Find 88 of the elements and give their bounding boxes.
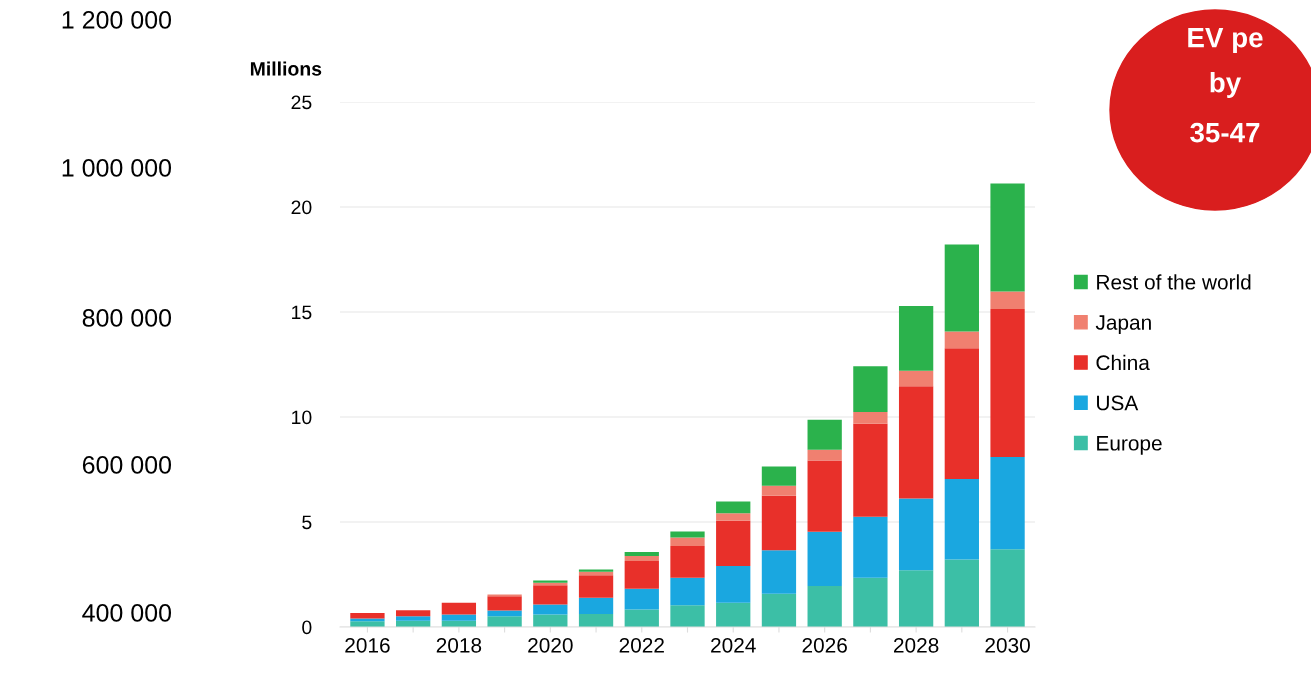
bar: [761, 550, 797, 594]
bar: [807, 586, 842, 627]
bar: [807, 531, 842, 587]
y-tick-label: 15: [292, 305, 312, 320]
bar: [944, 478, 979, 560]
bar: [853, 366, 888, 412]
legend-label: Japan: [1095, 315, 1151, 334]
bar: [853, 423, 888, 517]
bar: [533, 585, 568, 605]
bar: [853, 411, 888, 424]
x-tick-label: 2018: [436, 637, 482, 653]
bar: [670, 545, 705, 578]
bar: [807, 449, 842, 461]
bar: [441, 602, 477, 615]
x-tick-label: 2020: [528, 637, 573, 653]
bar: [761, 495, 797, 551]
text: by: [1210, 72, 1242, 98]
y-tick-label: 25: [291, 95, 312, 110]
bar: [578, 569, 614, 572]
bar: [624, 561, 659, 589]
x-tick-label: 2024: [711, 637, 756, 653]
y-tick-label: 20: [291, 200, 312, 215]
bar: [807, 460, 842, 532]
bar: [990, 549, 1025, 627]
bar: [350, 621, 385, 627]
text: 400 000: [82, 604, 172, 622]
bar: [944, 559, 979, 627]
bar: [944, 348, 979, 479]
legend-label: USA: [1097, 395, 1139, 411]
x-tick-label: 2022: [619, 637, 664, 653]
bar: [853, 516, 888, 578]
bar: [670, 531, 705, 538]
bar: [487, 596, 522, 611]
bar: [350, 612, 385, 619]
bar: [578, 613, 614, 627]
bar: [898, 386, 934, 499]
y-tick-label: 10: [292, 410, 312, 425]
bar: [853, 577, 888, 627]
bar: [624, 552, 659, 557]
bar: [487, 616, 522, 627]
y-axis-title: Millions: [250, 61, 322, 76]
legend-label: Europe: [1097, 436, 1162, 455]
bar: [578, 597, 614, 614]
text: 800 000: [82, 309, 172, 327]
bar: [670, 537, 705, 546]
x-tick-label: 2030: [985, 637, 1030, 653]
text: 600 000: [82, 456, 172, 474]
bar: [396, 616, 431, 621]
bar: [716, 520, 751, 567]
bar: [990, 309, 1025, 458]
bar: [441, 614, 477, 621]
bar: [944, 244, 979, 332]
y-tick-label: 5: [302, 515, 312, 530]
y-tick-label: 0: [302, 620, 312, 635]
bar: [990, 291, 1025, 310]
bar: [624, 588, 659, 610]
bar: [898, 498, 934, 571]
bar: [670, 605, 705, 627]
bar: [898, 570, 934, 627]
bar: [944, 331, 979, 349]
bar: [487, 610, 522, 617]
bar: [396, 610, 431, 617]
x-tick-label: 2016: [345, 637, 390, 653]
bar: [761, 593, 797, 627]
bar: [898, 370, 934, 387]
bar: [807, 419, 842, 450]
bar: [716, 566, 751, 603]
bar: [578, 575, 614, 598]
text: 1 000 000: [62, 159, 172, 177]
bar: [898, 305, 934, 371]
legend-label: Rest of the world: [1097, 274, 1251, 290]
bar: [761, 485, 797, 496]
bar: [716, 513, 751, 521]
bar: [990, 457, 1025, 550]
bar: [670, 577, 705, 606]
text: 35-47: [1190, 122, 1260, 143]
bar: [533, 604, 568, 615]
x-tick-label: 2028: [894, 637, 939, 653]
bar: [990, 183, 1025, 292]
bar: [624, 556, 659, 562]
text: EV pe: [1188, 28, 1263, 53]
legend-label: China: [1096, 354, 1150, 371]
x-tick-label: 2026: [802, 637, 847, 653]
bar: [716, 501, 751, 514]
bar: [624, 609, 659, 627]
bar: [716, 602, 751, 627]
text: 1 200 000: [62, 11, 172, 29]
bar: [761, 466, 797, 486]
